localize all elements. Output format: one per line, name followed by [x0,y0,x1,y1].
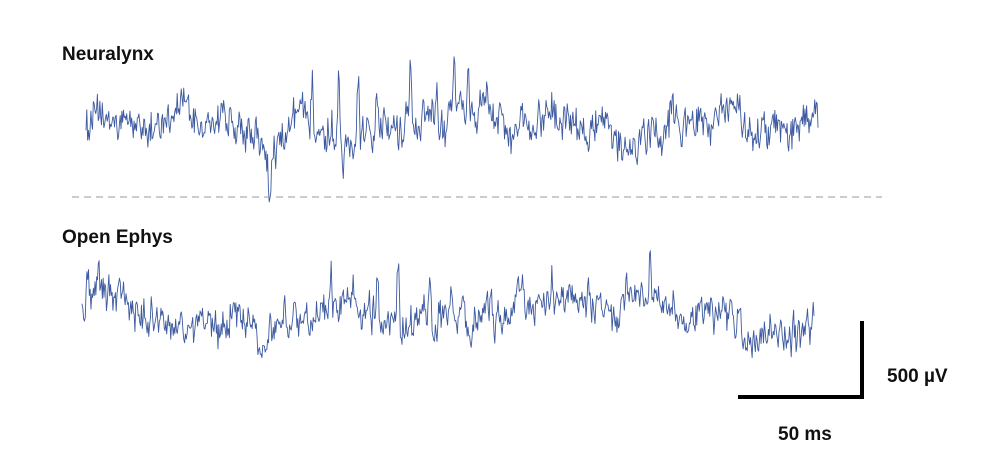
neuralynx-trace [85,56,819,203]
open-ephys-trace [81,250,815,359]
scale-bar: 500 µV 50 ms [738,321,948,445]
scale-bar-y-label: 500 µV [887,366,948,387]
scale-bar-x-label: 50 ms [778,424,832,445]
trace-label-neuralynx: Neuralynx [62,44,154,65]
trace-label-open-ephys: Open Ephys [62,227,173,248]
